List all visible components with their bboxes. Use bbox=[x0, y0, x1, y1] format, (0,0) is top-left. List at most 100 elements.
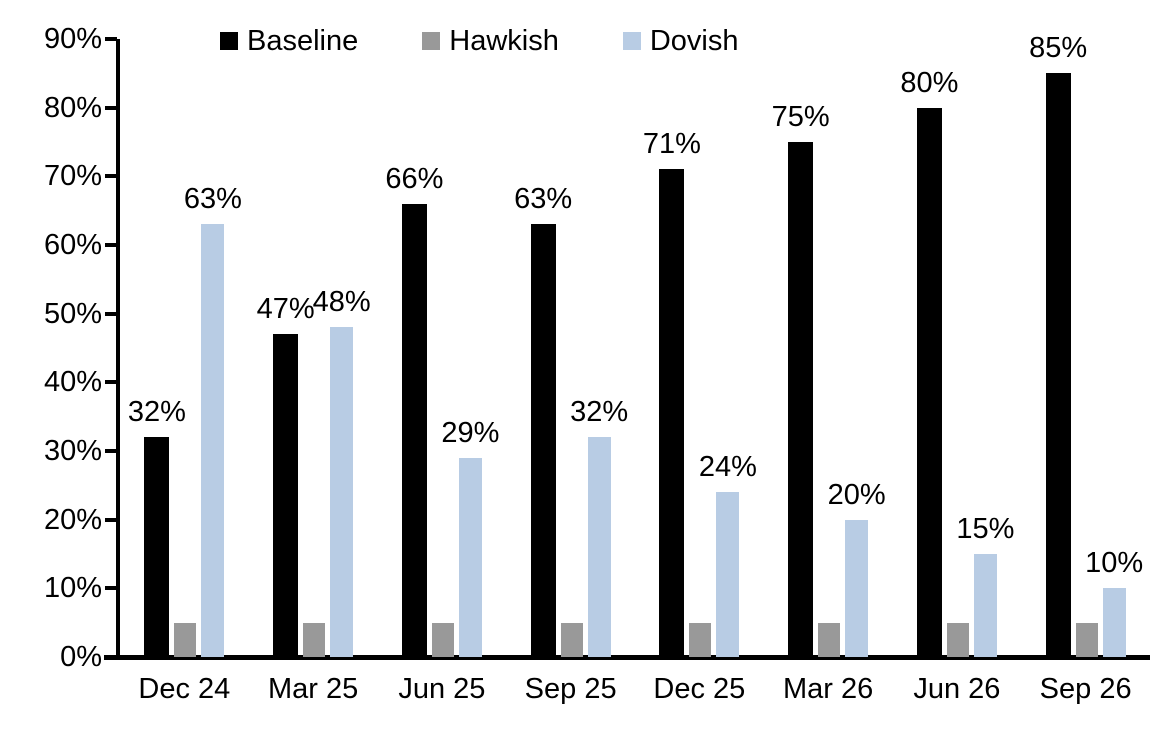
bar-group-dec-25: 71% 24% bbox=[643, 128, 757, 657]
barwrap-hawkish bbox=[818, 622, 841, 657]
data-label-dovish: 63% bbox=[183, 183, 242, 216]
data-label-baseline: 47% bbox=[256, 293, 315, 326]
x-axis-label: Sep 25 bbox=[524, 673, 617, 705]
bar-hawkish-sep-25 bbox=[560, 622, 583, 657]
data-label-dovish: 32% bbox=[570, 396, 629, 429]
y-axis-tick-label: 10% bbox=[43, 572, 102, 605]
y-axis-tick bbox=[105, 174, 117, 179]
bar-baseline-sep-26 bbox=[1045, 73, 1071, 657]
legend-item-baseline: Baseline bbox=[220, 24, 358, 58]
data-label-dovish: 15% bbox=[956, 513, 1015, 545]
legend-item-hawkish: Hawkish bbox=[422, 24, 559, 58]
data-label-dovish: 20% bbox=[827, 478, 886, 511]
bar-group-sep-26: 85% 10% bbox=[1029, 32, 1143, 657]
barwrap-hawkish bbox=[174, 622, 197, 657]
bar-hawkish-dec-25 bbox=[689, 622, 712, 657]
barwrap-baseline: 32% bbox=[128, 396, 186, 657]
bar-group-mar-26: 75% 20% bbox=[772, 101, 886, 657]
barwrap-baseline: 47% bbox=[257, 293, 315, 657]
chart-legend: Baseline Hawkish Dovish bbox=[220, 24, 739, 58]
y-axis-tick-label: 70% bbox=[43, 160, 102, 193]
y-axis-tick-label: 50% bbox=[43, 297, 102, 330]
barwrap-dovish: 10% bbox=[1085, 547, 1143, 657]
barwrap-dovish: 63% bbox=[184, 183, 242, 657]
legend-label-hawkish: Hawkish bbox=[449, 25, 559, 57]
data-label-baseline: 63% bbox=[514, 183, 573, 216]
y-axis-tick-label: 30% bbox=[43, 435, 102, 467]
bar-group-sep-25: 63% 32% bbox=[514, 183, 628, 657]
bar-dovish-mar-26 bbox=[845, 519, 869, 657]
barwrap-dovish: 20% bbox=[828, 479, 886, 657]
bar-group-dec-24: 32% 63% bbox=[128, 183, 242, 657]
y-axis-tick bbox=[105, 380, 117, 385]
legend-item-dovish: Dovish bbox=[622, 24, 739, 58]
x-axis-label: Jun 25 bbox=[398, 673, 486, 705]
data-label-dovish: 48% bbox=[312, 286, 371, 319]
data-label-baseline: 71% bbox=[642, 128, 701, 161]
y-axis-tick-label: 0% bbox=[60, 641, 102, 673]
y-axis-tick bbox=[105, 311, 117, 316]
barwrap-hawkish bbox=[946, 622, 969, 657]
barwrap-hawkish bbox=[1075, 622, 1098, 657]
x-axis-label: Mar 26 bbox=[782, 673, 874, 705]
bar-group-mar-25: 47% 48% bbox=[257, 286, 371, 657]
y-axis-tick-label: 80% bbox=[43, 91, 102, 124]
bar-hawkish-jun-25 bbox=[431, 622, 454, 657]
barwrap-dovish: 24% bbox=[699, 451, 757, 657]
bar-dovish-dec-25 bbox=[716, 492, 740, 657]
barwrap-hawkish bbox=[431, 622, 454, 657]
data-label-baseline: 85% bbox=[1029, 32, 1088, 65]
legend-label-dovish: Dovish bbox=[649, 25, 739, 57]
barwrap-baseline: 85% bbox=[1029, 32, 1087, 657]
plot-area: 32% 63% 47% 48% 66% 29% 63% 32% 71% 24% 75% 20% 80% 1… bbox=[120, 32, 1150, 657]
barwrap-hawkish bbox=[689, 622, 712, 657]
barwrap-baseline: 75% bbox=[772, 101, 830, 657]
bar-dovish-mar-25 bbox=[330, 327, 354, 657]
bar-dovish-sep-25 bbox=[587, 437, 611, 657]
barwrap-dovish: 48% bbox=[313, 286, 371, 657]
bar-hawkish-mar-25 bbox=[303, 622, 326, 657]
barwrap-dovish: 29% bbox=[441, 417, 499, 657]
y-axis-tick bbox=[105, 37, 117, 41]
barwrap-hawkish bbox=[303, 622, 326, 657]
bar-hawkish-dec-24 bbox=[174, 622, 197, 657]
bar-group-jun-26: 80% 15% bbox=[900, 67, 1014, 657]
y-axis-line bbox=[116, 39, 120, 657]
bar-dovish-jun-26 bbox=[973, 554, 997, 657]
bar-hawkish-mar-26 bbox=[818, 622, 841, 657]
bar-baseline-dec-24 bbox=[144, 437, 170, 657]
x-axis-label: Mar 25 bbox=[267, 673, 359, 705]
barwrap-dovish: 32% bbox=[570, 396, 628, 657]
data-label-dovish: 24% bbox=[698, 451, 757, 484]
data-label-dovish: 29% bbox=[441, 416, 500, 449]
data-label-baseline: 80% bbox=[900, 66, 959, 99]
data-label-baseline: 66% bbox=[385, 162, 444, 195]
bar-baseline-jun-26 bbox=[916, 107, 942, 657]
x-axis-label: Jun 26 bbox=[913, 673, 1001, 705]
bar-hawkish-jun-26 bbox=[946, 622, 969, 657]
dovish-swatch-icon bbox=[622, 32, 641, 50]
x-axis-label: Dec 25 bbox=[653, 673, 746, 705]
barwrap-dovish: 15% bbox=[956, 513, 1014, 657]
barwrap-baseline: 66% bbox=[385, 163, 443, 657]
hawkish-swatch-icon bbox=[422, 32, 441, 50]
data-label-baseline: 32% bbox=[127, 396, 186, 429]
bar-group-jun-25: 66% 29% bbox=[385, 163, 499, 657]
baseline-swatch-icon bbox=[220, 32, 238, 50]
bar-baseline-mar-26 bbox=[788, 142, 814, 657]
y-axis-tick-label: 90% bbox=[43, 23, 102, 55]
bar-baseline-jun-25 bbox=[401, 203, 427, 657]
x-axis-line bbox=[104, 655, 1150, 660]
barwrap-baseline: 63% bbox=[514, 183, 572, 657]
x-axis-label: Dec 24 bbox=[138, 673, 231, 705]
y-axis-tick bbox=[105, 517, 117, 522]
y-axis-tick bbox=[105, 586, 117, 591]
barwrap-hawkish bbox=[560, 622, 583, 657]
barwrap-baseline: 71% bbox=[643, 128, 701, 657]
data-label-dovish: 10% bbox=[1085, 547, 1144, 580]
bar-baseline-dec-25 bbox=[659, 169, 685, 657]
y-axis-tick-label: 60% bbox=[43, 229, 102, 261]
data-label-baseline: 75% bbox=[771, 101, 830, 133]
barwrap-baseline: 80% bbox=[900, 67, 958, 657]
